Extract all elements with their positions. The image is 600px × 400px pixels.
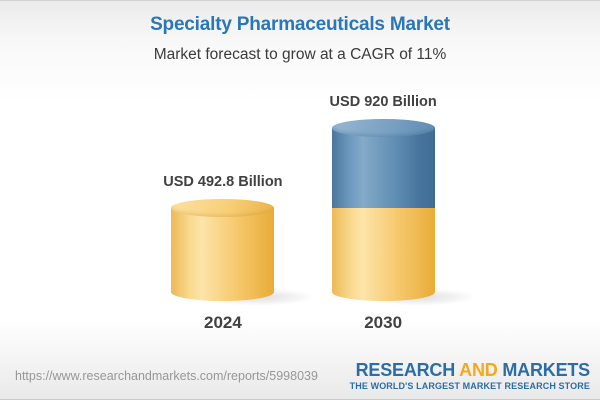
cylinder-2024 [171,199,318,306]
segment-base-yellow [331,208,435,301]
brand-wordmark: RESEARCH AND MARKETS [350,360,591,380]
segment-growth-blue [331,128,435,208]
cylinder-cap-2030 [331,119,435,137]
cylinder-body-2024 [171,208,275,301]
logo-and: AND [459,360,498,380]
year-label-2024: 2024 [204,313,242,332]
chart-header: Specialty Pharmaceuticals Market Market … [0,14,600,64]
brand-logo: RESEARCH AND MARKETS THE WORLD'S LARGEST… [349,360,591,391]
year-label-2030: 2030 [364,313,403,332]
value-label-2030: USD 920 Billion [329,94,437,110]
logo-tagline: THE WORLD'S LARGEST MARKET RESEARCH STOR… [349,381,590,391]
chart-subtitle: Market forecast to grow at a CAGR of 11% [153,46,447,63]
cylinder-body-2030 [331,128,435,301]
bar-group-2030: USD 920 Billion 2030 [329,94,478,333]
value-label-2024: USD 492.8 Billion [163,174,283,190]
bar-chart: USD 492.8 Billion 2024 USD 920 Billion 2… [0,94,600,333]
bar-group-2024: USD 492.8 Billion 2024 [163,174,318,333]
logo-markets: MARKETS [502,360,590,380]
logo-research: RESEARCH [355,360,456,380]
cylinder-2030 [331,119,478,306]
footer-bar: https://www.researchandmarkets.com/repor… [0,353,600,399]
report-url: https://www.researchandmarkets.com/repor… [15,369,318,383]
cylinder-cap-2024 [171,199,275,217]
chart-title: Specialty Pharmaceuticals Market [150,14,450,35]
